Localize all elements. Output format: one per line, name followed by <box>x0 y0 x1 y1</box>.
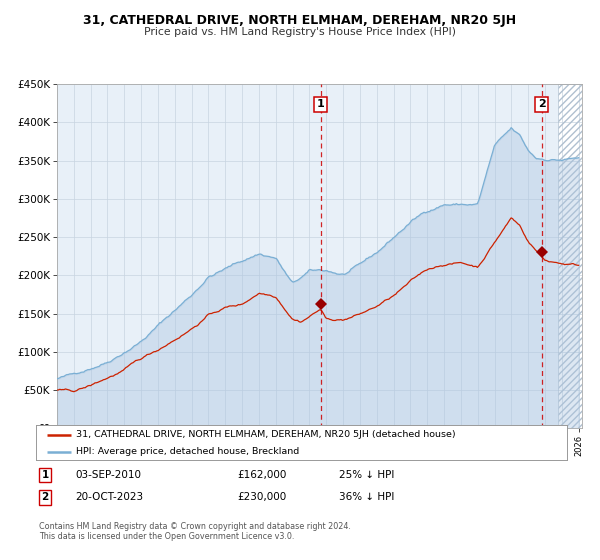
Text: 1: 1 <box>317 100 325 110</box>
Text: 36% ↓ HPI: 36% ↓ HPI <box>339 492 394 502</box>
Text: HPI: Average price, detached house, Breckland: HPI: Average price, detached house, Brec… <box>76 447 299 456</box>
Text: 2: 2 <box>41 492 49 502</box>
Text: 03-SEP-2010: 03-SEP-2010 <box>75 470 141 480</box>
Text: 1: 1 <box>41 470 49 480</box>
Bar <box>559 84 587 428</box>
Text: 31, CATHEDRAL DRIVE, NORTH ELMHAM, DEREHAM, NR20 5JH (detached house): 31, CATHEDRAL DRIVE, NORTH ELMHAM, DEREH… <box>76 431 455 440</box>
Text: £230,000: £230,000 <box>237 492 286 502</box>
Text: 31, CATHEDRAL DRIVE, NORTH ELMHAM, DEREHAM, NR20 5JH: 31, CATHEDRAL DRIVE, NORTH ELMHAM, DEREH… <box>83 14 517 27</box>
Text: 2: 2 <box>538 100 545 110</box>
Text: Price paid vs. HM Land Registry's House Price Index (HPI): Price paid vs. HM Land Registry's House … <box>144 27 456 37</box>
Text: Contains HM Land Registry data © Crown copyright and database right 2024.
This d: Contains HM Land Registry data © Crown c… <box>39 522 351 542</box>
Text: 20-OCT-2023: 20-OCT-2023 <box>75 492 143 502</box>
Bar <box>559 84 587 428</box>
Text: £162,000: £162,000 <box>237 470 286 480</box>
Text: 25% ↓ HPI: 25% ↓ HPI <box>339 470 394 480</box>
